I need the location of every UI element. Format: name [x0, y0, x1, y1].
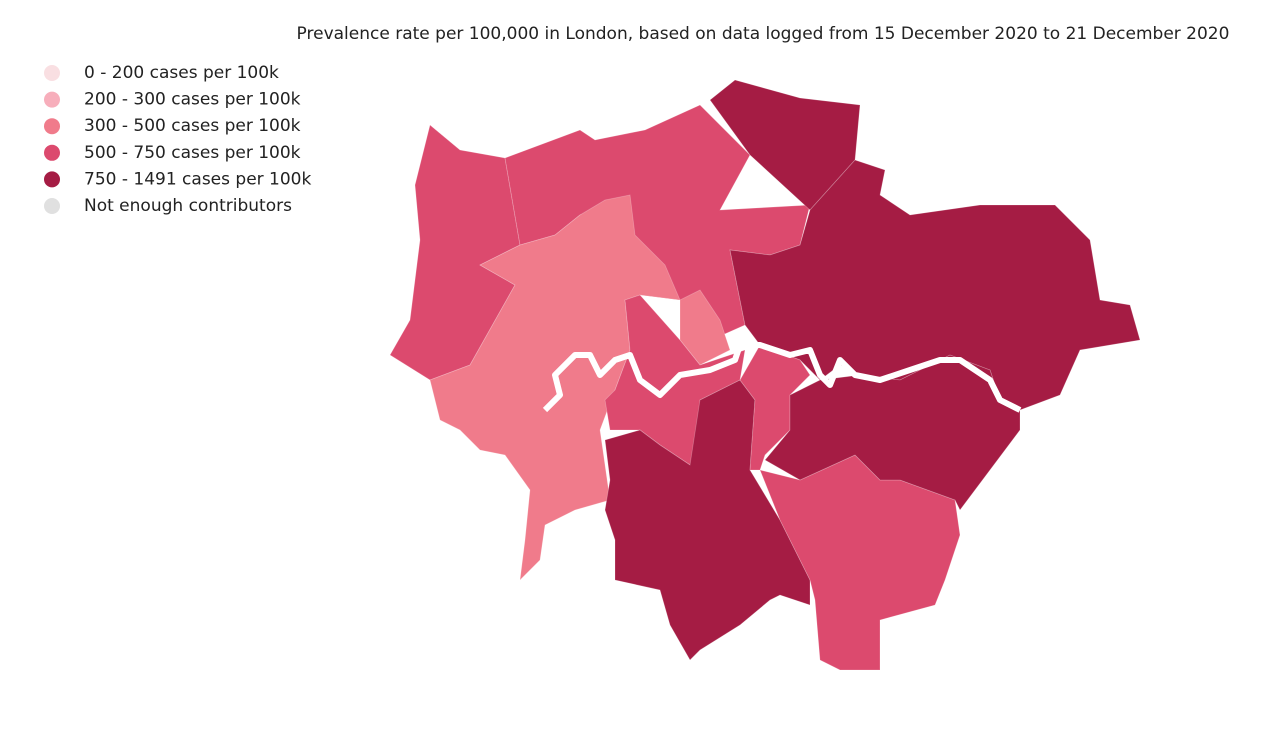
- legend-label: 500 - 750 cases per 100k: [84, 143, 301, 163]
- legend-label: 300 - 500 cases per 100k: [84, 116, 301, 136]
- map-title: Prevalence rate per 100,000 in London, b…: [297, 24, 1230, 44]
- legend-swatch: [44, 198, 60, 214]
- legend: 0 - 200 cases per 100k 200 - 300 cases pe…: [44, 63, 311, 216]
- borough: [604, 379, 811, 661]
- legend-label: 200 - 300 cases per 100k: [84, 90, 301, 110]
- borough: [764, 354, 1021, 511]
- legend-swatch: [44, 118, 60, 135]
- legend-swatch: [44, 144, 60, 161]
- legend-swatch: [44, 171, 60, 188]
- river-thames: [542, 342, 1022, 413]
- borough: [429, 194, 681, 582]
- legend-label: 750 - 1491 cases per 100k: [84, 169, 311, 189]
- legend-label: 0 - 200 cases per 100k: [84, 63, 279, 83]
- legend-swatch: [44, 91, 60, 108]
- legend-swatch: [44, 65, 60, 81]
- london-map: [389, 79, 1141, 671]
- borough: [709, 79, 861, 211]
- legend-label: Not enough contributors: [84, 196, 292, 216]
